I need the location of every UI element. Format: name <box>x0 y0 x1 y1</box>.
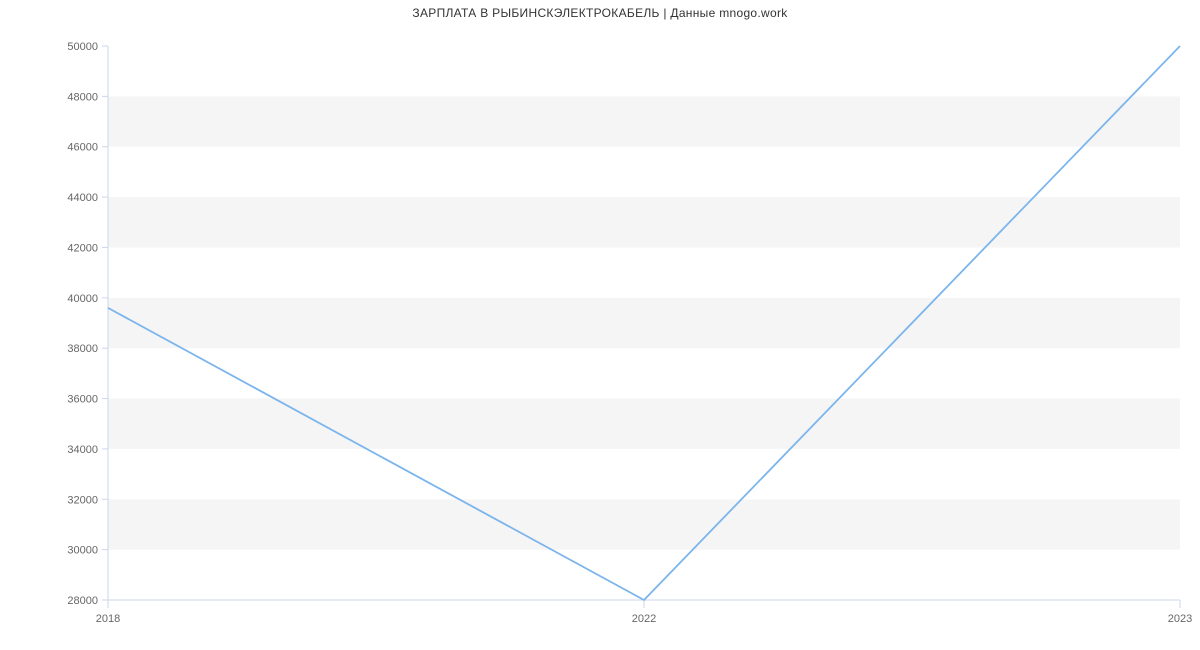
x-tick-label: 2023 <box>1168 613 1192 625</box>
plot-band <box>108 449 1180 499</box>
y-tick-label: 46000 <box>67 142 98 154</box>
y-tick-label: 44000 <box>67 192 98 204</box>
y-tick-label: 50000 <box>67 41 98 53</box>
y-tick-label: 32000 <box>67 494 98 506</box>
plot-band <box>108 298 1180 348</box>
plot-band <box>108 96 1180 146</box>
plot-band <box>108 147 1180 197</box>
plot-band <box>108 197 1180 247</box>
x-tick-label: 2022 <box>632 613 656 625</box>
plot-band <box>108 247 1180 297</box>
x-tick-label: 2018 <box>96 613 120 625</box>
chart-svg: 28000 30000 32000 34000 36000 38000 40000 42000… <box>0 0 1200 650</box>
y-tick-label: 36000 <box>67 394 98 406</box>
y-tick-label: 30000 <box>67 545 98 557</box>
y-tick-label: 38000 <box>67 343 98 355</box>
y-tick-label: 28000 <box>67 595 98 607</box>
plot-band <box>108 348 1180 398</box>
y-tick-label: 48000 <box>67 91 98 103</box>
y-tick-label: 40000 <box>67 293 98 305</box>
y-tick-label: 34000 <box>67 444 98 456</box>
plot-band <box>108 399 1180 449</box>
plot-band <box>108 46 1180 96</box>
plot-band <box>108 550 1180 600</box>
plot-band <box>108 499 1180 549</box>
y-tick-label: 42000 <box>67 242 98 254</box>
